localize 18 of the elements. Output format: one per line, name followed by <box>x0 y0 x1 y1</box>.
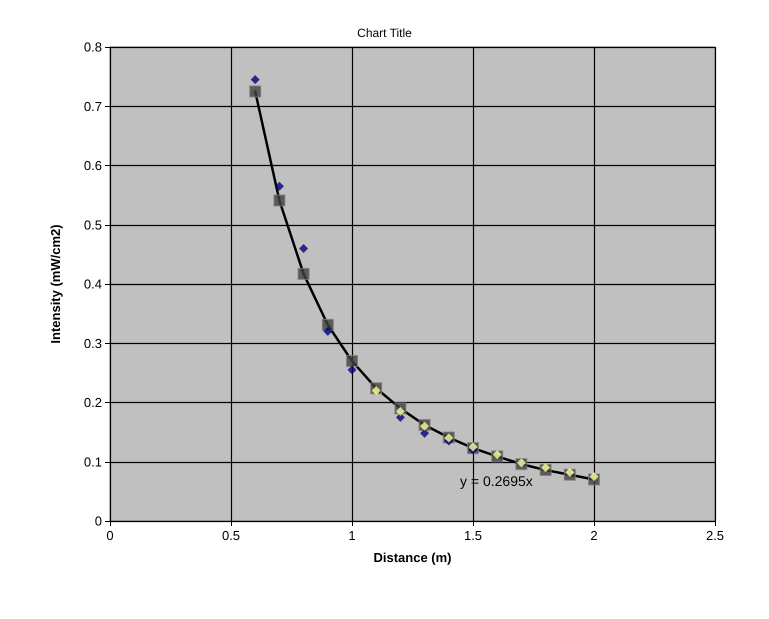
x-tick-label: 2 <box>590 528 598 543</box>
x-tick-label: 1 <box>348 528 356 543</box>
y-tick-label: 0.4 <box>84 276 102 292</box>
y-tick-label: 0.3 <box>84 336 102 351</box>
y-tick-label: 0 <box>94 514 102 528</box>
x-tick-label: 2.5 <box>706 528 724 543</box>
y-tick-label: 0.8 <box>84 40 102 54</box>
y-tick-label: 0.2 <box>84 395 102 410</box>
x-tick-label: 0.5 <box>222 528 240 543</box>
y-tick-label: 0.1 <box>84 454 102 470</box>
x-tick-label: 1.5 <box>464 528 482 543</box>
x-tick-label: 0 <box>106 528 114 543</box>
y-tick-label: 0.5 <box>84 217 102 232</box>
chart-title: Chart Title <box>357 26 412 40</box>
x-axis-title: Distance (m) <box>373 550 452 565</box>
y-axis-title: Intensity (mW/cm2) <box>48 224 63 344</box>
y-tick-label: 0.7 <box>84 98 102 114</box>
y-tick-label: 0.6 <box>84 158 102 173</box>
